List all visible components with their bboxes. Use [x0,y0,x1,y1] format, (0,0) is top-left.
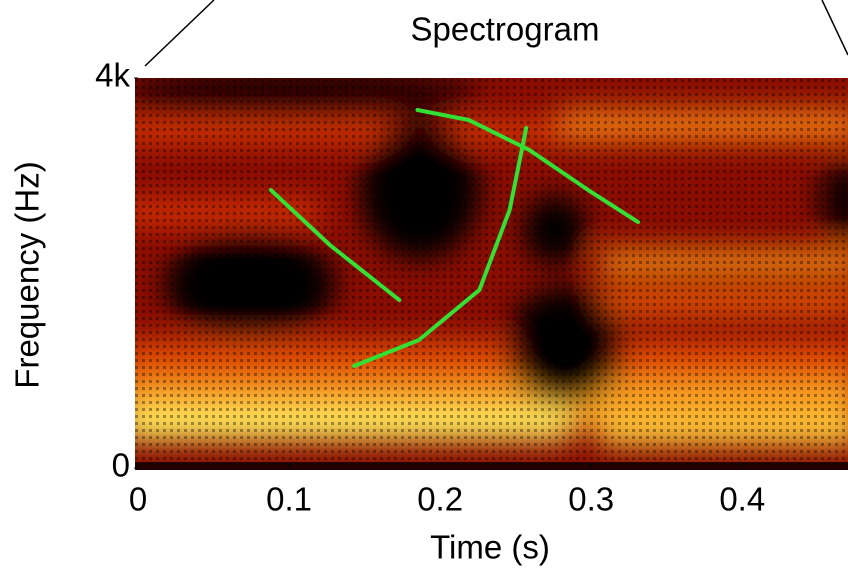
chart-title: Spectrogram [411,11,600,48]
trace-line [415,107,641,225]
x-tick-label: 0.2 [417,481,463,518]
x-axis-label: Time (s) [430,529,550,566]
y-tick-label: 4k [95,57,130,94]
trace-line [352,126,529,369]
y-tick-label: 0 [112,447,130,484]
zoom-line [144,0,215,67]
spectrogram-image [135,78,848,470]
zoom-line [821,0,848,56]
trace-line [268,188,402,303]
x-tick-label: 0.1 [266,481,312,518]
y-axis-label: Frequency (Hz) [9,161,46,388]
x-tick-label: 0 [129,481,147,518]
x-tick-label: 0.4 [719,481,765,518]
x-tick-label: 0.3 [568,481,614,518]
